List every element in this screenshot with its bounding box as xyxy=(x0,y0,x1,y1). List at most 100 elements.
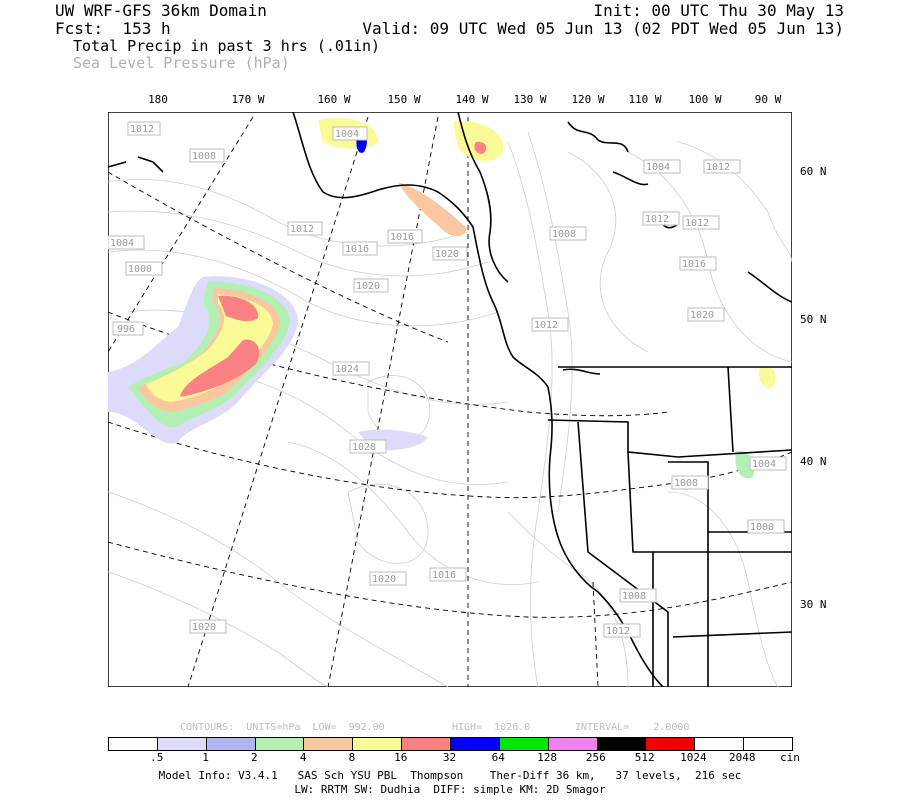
isobar-label: 1020 xyxy=(432,246,468,261)
colorbar-swatch xyxy=(304,738,354,750)
coastlines xyxy=(108,112,792,687)
lon-label: 130 W xyxy=(513,93,547,106)
isobar-label: 1004 xyxy=(332,126,368,141)
lon-label: 110 W xyxy=(628,93,662,106)
contour-info: CONTOURS: UNITS=hPa LOW= 992.00 xyxy=(180,722,385,733)
svg-text:1012: 1012 xyxy=(645,214,669,225)
contour-interval: INTERVAL= 2.0000 xyxy=(575,722,690,733)
colorbar-swatch xyxy=(499,738,549,750)
colorbar-tick-label: 4 xyxy=(299,751,307,764)
colorbar-swatch xyxy=(157,738,207,750)
forecast-map: 1012 1008 1004 1004 1000 996 1012 1016 1… xyxy=(108,112,792,687)
isobar-label: 1008 xyxy=(189,148,225,163)
colorbar-swatch xyxy=(695,738,745,750)
isobar-label: 1000 xyxy=(125,261,163,276)
isobar-label: 1008 xyxy=(619,588,657,603)
colorbar-swatch xyxy=(744,738,793,750)
forecast-hour: Fcst: 153 h xyxy=(55,19,171,38)
field-precip-title: Total Precip in past 3 hrs (.01in) xyxy=(73,37,381,55)
isobar-label-group: 1012 1008 1004 1004 1000 996 1012 1016 1… xyxy=(108,121,787,638)
colorbar-tick-label: 256 xyxy=(585,751,606,764)
svg-text:1008: 1008 xyxy=(192,151,216,162)
svg-text:1020: 1020 xyxy=(192,622,216,633)
isobar-label: 1012 xyxy=(531,317,569,332)
isobar-label: 1000 xyxy=(747,519,785,534)
lon-label: 180 xyxy=(148,93,168,106)
lon-label: 170 W xyxy=(231,93,265,106)
isobar-label: 1020 xyxy=(369,571,407,586)
isobar-label: 1020 xyxy=(687,307,725,322)
colorbar-tick-label: 8 xyxy=(348,751,356,764)
isobar-label: 1016 xyxy=(679,256,717,271)
lon-label: 140 W xyxy=(455,93,489,106)
svg-text:1004: 1004 xyxy=(110,238,134,249)
colorbar-tick-label: 1 xyxy=(202,751,209,764)
physics-info: LW: RRTM SW: Dudhia DIFF: simple KM: 2D … xyxy=(294,783,606,796)
svg-text:1020: 1020 xyxy=(372,574,396,585)
colorbar-tick-label: 512 xyxy=(634,751,655,764)
lon-label: 100 W xyxy=(688,93,722,106)
lon-label: 120 W xyxy=(571,93,605,106)
isobar-label: 1004 xyxy=(749,456,787,471)
isobar-label: 1004 xyxy=(108,235,145,250)
precip-colorbar xyxy=(108,737,793,751)
colorbar-swatch xyxy=(548,738,598,750)
lat-label: 40 N xyxy=(800,455,827,468)
isobar-label: 996 xyxy=(112,321,144,336)
lon-label: 90 W xyxy=(754,93,782,106)
isobar-label: 1020 xyxy=(189,619,227,634)
init-time: Init: 00 UTC Thu 30 May 13 xyxy=(593,1,844,20)
colorbar-tick-label: 1024 xyxy=(680,751,707,764)
lon-label: 160 W xyxy=(317,93,351,106)
isobar-label: 1016 xyxy=(387,229,423,244)
graticule xyxy=(108,116,792,687)
isobar-label: 1016 xyxy=(342,241,378,256)
isobar-label: 1024 xyxy=(332,361,370,376)
colorbar-swatch xyxy=(597,738,647,750)
svg-text:1012: 1012 xyxy=(706,162,730,173)
colorbar-tick-label: .5 xyxy=(150,751,164,764)
contour-high: HIGH= 1026.0 xyxy=(452,722,531,733)
colorbar-swatch xyxy=(402,738,452,750)
isobar-label: 1012 xyxy=(603,623,641,638)
svg-text:1024: 1024 xyxy=(335,364,359,375)
isobar-label: 1004 xyxy=(643,159,681,174)
model-info: Model Info: V3.4.1 SAS Sch YSU PBL Thomp… xyxy=(158,769,742,782)
colorbar-tick-label: 64 xyxy=(491,751,505,764)
colorbar-swatch xyxy=(255,738,305,750)
svg-text:1008: 1008 xyxy=(622,591,646,602)
svg-text:1016: 1016 xyxy=(390,232,414,243)
lat-label: 50 N xyxy=(800,313,827,326)
colorbar-unit: cin xyxy=(780,751,800,764)
field-slp-title: Sea Level Pressure (hPa) xyxy=(73,54,290,72)
svg-text:1000: 1000 xyxy=(750,522,774,533)
isobar-label: 1008 xyxy=(549,226,587,241)
svg-text:1000: 1000 xyxy=(128,264,152,275)
isobar-label: 1012 xyxy=(682,215,720,230)
colorbar-swatch xyxy=(646,738,696,750)
svg-text:1012: 1012 xyxy=(534,320,558,331)
svg-text:1020: 1020 xyxy=(435,249,459,260)
svg-text:1016: 1016 xyxy=(432,570,456,581)
isobar-lines xyxy=(108,131,792,687)
svg-text:1008: 1008 xyxy=(674,478,698,489)
svg-text:1004: 1004 xyxy=(646,162,670,173)
colorbar-tick-label: 2 xyxy=(251,751,258,764)
isobar-label: 1020 xyxy=(353,278,389,293)
isobar-label: 1028 xyxy=(349,439,387,454)
valid-time: Valid: 09 UTC Wed 05 Jun 13 (02 PDT Wed … xyxy=(362,19,844,38)
svg-text:1012: 1012 xyxy=(130,124,154,135)
lat-label: 30 N xyxy=(800,598,827,611)
isobar-label: 1012 xyxy=(703,159,741,174)
lat-label: 60 N xyxy=(800,165,827,178)
lon-label: 150 W xyxy=(387,93,421,106)
isobar-label: 1012 xyxy=(127,121,161,136)
isobar-label: 1008 xyxy=(671,475,709,490)
colorbar-tick-label: 128 xyxy=(537,751,557,764)
svg-text:1012: 1012 xyxy=(290,224,314,235)
colorbar-swatch xyxy=(451,738,500,750)
svg-text:1012: 1012 xyxy=(606,626,630,637)
svg-text:996: 996 xyxy=(117,324,135,335)
svg-text:1004: 1004 xyxy=(752,459,776,470)
isobar-label: 1012 xyxy=(642,211,680,226)
